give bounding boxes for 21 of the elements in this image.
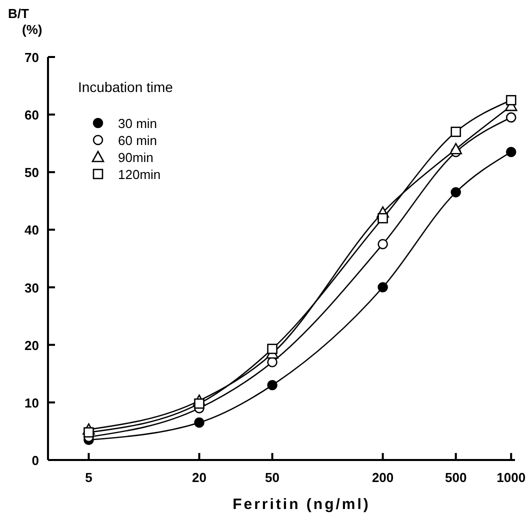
x-tick-label: 50 (265, 470, 280, 485)
y-tick-label: 10 (24, 395, 39, 410)
legend-label: 120min (118, 167, 161, 182)
x-tick-label: 1000 (496, 470, 526, 485)
legend-label: 60 min (118, 133, 158, 148)
legend-title: Incubation time (78, 79, 174, 95)
legend-label: 90min (118, 150, 154, 165)
legend-label: 30 min (118, 116, 158, 131)
y-axis-title: B/T (%) (8, 6, 42, 37)
y-tick-label: 20 (24, 338, 39, 353)
y-tick-label: 50 (24, 165, 39, 180)
y-tick-label: 60 (24, 108, 39, 123)
y-tick-label: 40 (24, 222, 39, 238)
y-tick-label: 30 (24, 280, 39, 296)
x-tick-label: 200 (372, 470, 394, 485)
x-tick-label: 20 (192, 470, 206, 485)
x-tick-label: 500 (445, 470, 467, 485)
x-tick-label: 5 (85, 470, 92, 485)
y-tick-label: 70 (24, 50, 39, 65)
y-tick-label: 0 (32, 453, 39, 468)
x-axis-title: Ferritin (ng/ml) (232, 496, 370, 513)
